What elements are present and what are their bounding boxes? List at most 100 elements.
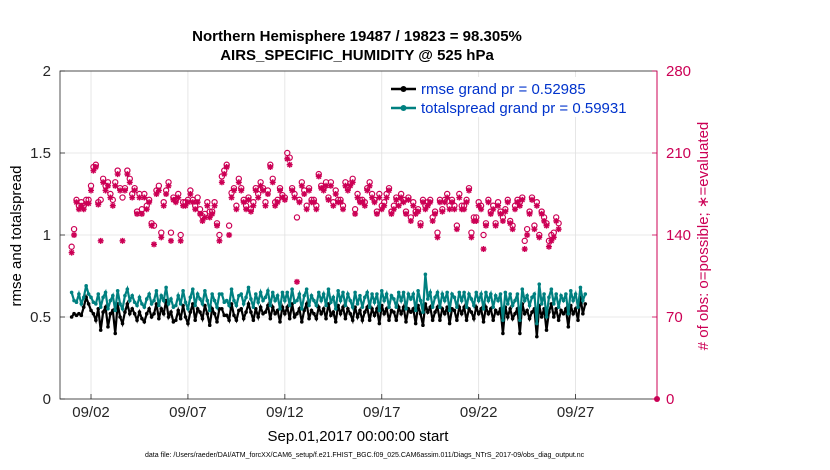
evaluated-obs-marker (218, 179, 225, 186)
rmse-point (556, 318, 561, 323)
evaluated-obs-marker (201, 214, 208, 221)
totalspread-point (578, 285, 583, 290)
totalspread-point (377, 308, 382, 313)
totalspread-point (365, 290, 370, 295)
evaluated-obs-marker (102, 187, 109, 194)
rmse-point (123, 310, 127, 314)
totalspread-point (130, 293, 135, 298)
rmse-point (314, 316, 319, 321)
totalspread-point (440, 292, 445, 296)
rmse-point (566, 325, 571, 329)
rmse-point (101, 310, 105, 314)
evaluated-obs-marker (114, 171, 121, 178)
evaluated-obs-marker (187, 191, 194, 197)
rmse-point (268, 316, 273, 321)
totalspread-point (157, 303, 161, 308)
totalspread-point (372, 300, 377, 305)
rmse-point (409, 310, 413, 314)
y-left-tick-label: 1.5 (30, 145, 51, 162)
evaluated-obs-marker (555, 226, 562, 233)
rmse-point (513, 311, 517, 316)
rmse-point (571, 311, 575, 316)
rmse-point (224, 313, 229, 318)
evaluated-obs-marker (427, 199, 434, 206)
rmse-point (140, 316, 144, 321)
evaluated-obs-marker (117, 187, 124, 194)
evaluated-obs-marker (240, 199, 247, 206)
totalspread-point (530, 295, 534, 300)
evaluated-obs-marker (296, 199, 303, 206)
evaluated-obs-marker (289, 187, 296, 194)
totalspread-point (297, 292, 302, 296)
rmse-point (193, 318, 197, 323)
totalspread-point (496, 298, 500, 303)
evaluated-obs-marker (252, 187, 259, 194)
totalspread-point (321, 292, 326, 296)
rmse-point (476, 311, 481, 316)
totalspread-point (346, 292, 350, 296)
evaluated-obs-marker (400, 199, 407, 206)
rmse-point (505, 315, 510, 319)
evaluated-obs-marker (432, 210, 439, 217)
evaluated-obs-marker (245, 196, 252, 203)
evaluated-obs-marker (148, 222, 155, 229)
totalspread-point (263, 295, 268, 300)
evaluated-obs-marker (473, 217, 480, 224)
evaluated-obs-marker (424, 202, 431, 209)
totalspread-point (181, 288, 185, 293)
evaluated-obs-marker (124, 171, 131, 178)
x-tick-label: 09/17 (363, 404, 401, 421)
evaluated-obs-marker (92, 164, 99, 171)
y-axis-left-label: rmse and totalspread (8, 166, 25, 307)
data-file-footnote: data file: /Users/raeder/DAI/ATM_forcXX/… (145, 452, 585, 459)
rmse-point (329, 313, 333, 318)
evaluated-obs-marker (165, 182, 172, 189)
totalspread-point (79, 302, 84, 306)
totalspread-point (566, 311, 571, 316)
series-layer (68, 149, 660, 402)
possible-obs-marker (119, 194, 126, 201)
totalspread-point (190, 287, 195, 291)
evaluated-obs-marker (509, 226, 516, 233)
rmse-point (425, 310, 430, 314)
rmse-point (108, 311, 113, 316)
totalspread-point (120, 307, 125, 311)
evaluated-obs-marker (453, 226, 460, 233)
totalspread-point (486, 298, 491, 303)
rmse-point (278, 320, 282, 324)
totalspread-point (452, 295, 457, 300)
totalspread-point (421, 310, 425, 314)
totalspread-point (447, 308, 452, 313)
totalspread-point (532, 292, 537, 296)
evaluated-obs-marker (330, 202, 337, 209)
totalspread-point (132, 300, 137, 305)
evaluated-obs-marker (214, 222, 221, 229)
evaluated-obs-marker (410, 202, 417, 209)
rmse-point (392, 310, 396, 314)
rmse-point (186, 321, 190, 326)
totalspread-point (246, 285, 251, 290)
y-axis-right-label: # of obs: o=possible; ∗=evaluated (695, 122, 712, 351)
evaluated-obs-marker (376, 194, 383, 201)
plot-area: 09/02 09/07 09/12 09/17 09/22 09/27 0 0.5 1 1.5 2 0… (30, 63, 691, 421)
evaluated-obs-marker (538, 210, 545, 217)
rmse-point (360, 318, 365, 323)
totalspread-point (501, 318, 505, 323)
rmse-point (464, 318, 469, 323)
totalspread-point (316, 290, 321, 295)
totalspread-point (498, 292, 503, 296)
totalspread-point (258, 290, 263, 295)
totalspread-point (249, 297, 253, 301)
evaluated-obs-marker (129, 194, 136, 201)
totalspread-point (479, 292, 483, 296)
totalspread-point (341, 290, 345, 295)
totalspread-point (418, 298, 423, 303)
rmse-point (198, 310, 202, 314)
evaluated-obs-marker (160, 202, 167, 209)
evaluated-obs-marker (415, 208, 422, 215)
totalspread-point (379, 288, 384, 293)
evaluated-obs-marker (490, 206, 497, 213)
evaluated-obs-marker (209, 210, 216, 217)
evaluated-obs-marker (349, 179, 356, 186)
